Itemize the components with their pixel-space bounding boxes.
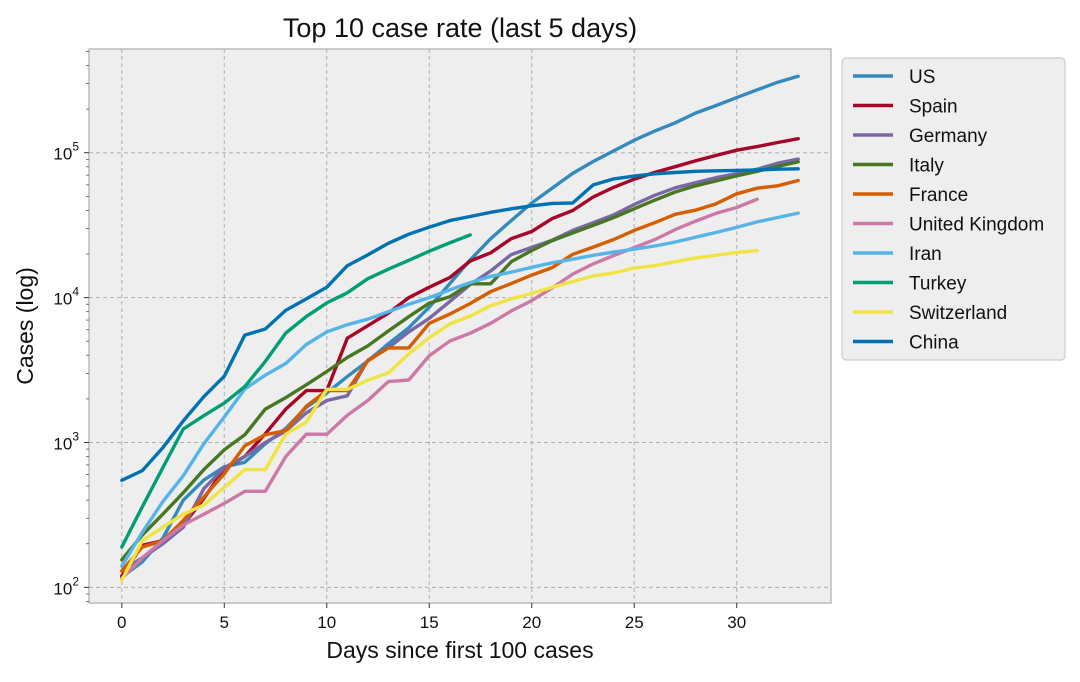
x-tick-label: 0 — [117, 613, 126, 632]
series-line-turkey — [120, 233, 472, 549]
series-line-united-kingdom — [120, 197, 759, 581]
x-tick-label: 30 — [727, 613, 746, 632]
y-tick-label: 104 — [53, 285, 79, 309]
x-tick-label: 10 — [317, 613, 336, 632]
y-tick-base: 10 — [53, 434, 72, 453]
series-lines — [120, 74, 800, 582]
series-line-switzerland — [120, 248, 759, 582]
y-tick-exponent: 5 — [72, 140, 79, 154]
y-tick-base: 10 — [53, 579, 72, 598]
x-tick-label: 15 — [420, 613, 439, 632]
y-tick-base: 10 — [53, 145, 72, 164]
legend-box — [841, 57, 1066, 361]
series-line-iran — [120, 211, 800, 568]
legend-label: US — [909, 67, 935, 88]
y-tick-label: 102 — [53, 574, 79, 598]
x-axis-label: Days since first 100 cases — [326, 637, 593, 663]
legend: US Spain Germany Italy France United Kingdom I… — [841, 57, 1066, 361]
legend-label: Germany — [909, 126, 988, 147]
y-tick-exponent: 2 — [72, 574, 79, 588]
y-tick-exponent: 3 — [72, 429, 79, 443]
x-tick-label: 5 — [220, 613, 229, 632]
series-line-italy — [120, 160, 800, 562]
legend-label: China — [909, 333, 959, 354]
legend-label: United Kingdom — [909, 215, 1044, 236]
y-tick-label: 105 — [53, 140, 79, 164]
legend-label: Spain — [909, 97, 958, 118]
series-line-us — [120, 74, 800, 579]
legend-label: Switzerland — [909, 303, 1007, 324]
legend-label: Iran — [909, 244, 942, 265]
y-axis-label: Cases (log) — [12, 267, 38, 385]
series-line-france — [120, 178, 800, 573]
y-tick-base: 10 — [53, 290, 72, 309]
plot-area — [88, 48, 832, 604]
series-line-china — [120, 167, 800, 482]
legend-label: Turkey — [909, 274, 967, 295]
y-tick-exponent: 4 — [72, 285, 79, 299]
y-tick-label: 103 — [53, 429, 79, 453]
legend-label: Italy — [909, 156, 944, 177]
legend-label: France — [909, 185, 968, 206]
x-tick-label: 25 — [625, 613, 644, 632]
x-tick-label: 20 — [522, 613, 541, 632]
chart-title: Top 10 case rate (last 5 days) — [283, 13, 637, 43]
